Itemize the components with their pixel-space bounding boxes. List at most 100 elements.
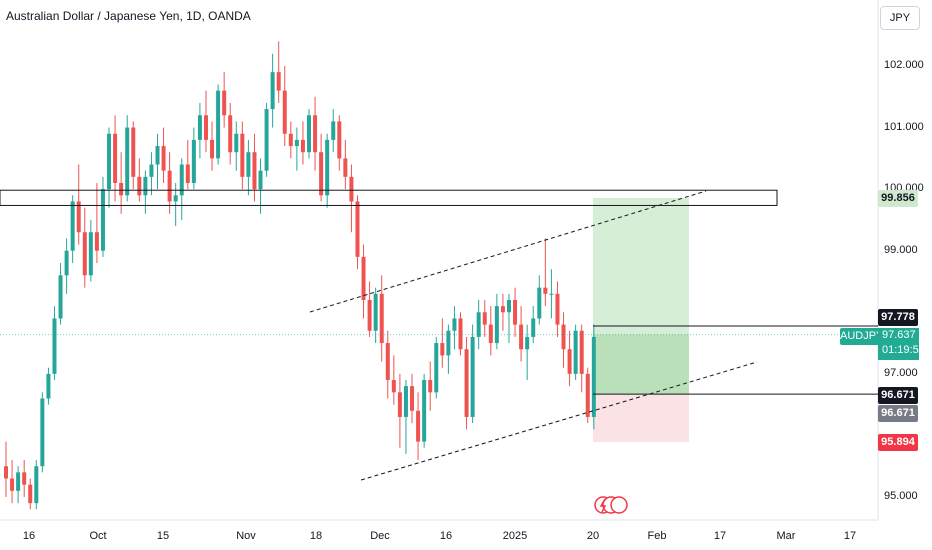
candle-body [410, 386, 415, 411]
candle-body [300, 139, 305, 153]
candle-body [64, 250, 69, 276]
candle-body [506, 299, 511, 313]
candle-body [288, 133, 293, 147]
candle-body [46, 373, 51, 399]
candle-body [22, 472, 27, 485]
entry-top-price-tag: 97.778 [878, 309, 918, 326]
candle-body [500, 306, 505, 313]
bar-countdown: 01:19:55 [882, 344, 925, 356]
candle-body [276, 72, 281, 91]
candle-body [167, 170, 172, 202]
last-price-tag: 97.637 01:19:55 [878, 328, 925, 360]
time-axis-label: Nov [236, 530, 256, 542]
candle-body [173, 195, 178, 202]
candle-body [155, 146, 160, 165]
price-axis-label: 97.000 [884, 366, 918, 379]
price-axis-label: 102.000 [884, 59, 924, 71]
candle-body [470, 336, 475, 417]
candle-body [397, 392, 402, 417]
symbol-price-tag: AUDJPY [840, 328, 883, 345]
candle-body [573, 330, 578, 374]
candle-body [458, 318, 463, 350]
time-axis-label: 16 [22, 530, 36, 542]
candle-body [403, 386, 408, 417]
candle-body [4, 466, 8, 479]
candle-body [543, 287, 548, 294]
candle-body [379, 293, 384, 344]
candle-body [246, 152, 251, 177]
lightning-icon [599, 498, 607, 513]
candle-body [228, 115, 233, 153]
candle-body [337, 121, 342, 159]
candle-body [331, 121, 336, 140]
candle-body [161, 146, 166, 171]
event-markers [594, 496, 628, 514]
candle-body [137, 176, 142, 196]
currency-button[interactable]: JPY [880, 6, 920, 30]
entry-price-tag: 96.671 [878, 387, 918, 404]
candle-body [28, 484, 33, 504]
candle-body [555, 293, 560, 325]
candle-body [343, 158, 348, 177]
candle-body [191, 139, 196, 183]
candle-body [179, 164, 184, 196]
entry-grey-price-tag: 96.671 [878, 405, 918, 422]
candle-body [210, 139, 215, 159]
candle-body [591, 336, 596, 417]
candle-body [240, 133, 245, 177]
candle-body [125, 127, 130, 196]
candle-body [70, 201, 75, 251]
candle-body [373, 293, 378, 331]
price-axis-label: 99.000 [884, 243, 918, 256]
candle-body [525, 336, 530, 350]
candle-body [216, 90, 221, 159]
channel-upper-line [309, 190, 707, 313]
candle-body [428, 380, 433, 393]
time-axis-label: 18 [309, 530, 323, 542]
candle-body [252, 152, 257, 190]
candle-body [94, 232, 99, 251]
candle-body [149, 164, 154, 177]
candle-body [349, 176, 354, 202]
candle-body [282, 90, 287, 134]
candle-body [185, 164, 190, 183]
candle-body [34, 466, 39, 504]
stop-price-tag: 95.894 [878, 434, 918, 451]
price-axis-label: 101.000 [884, 120, 924, 133]
candle-body [579, 330, 584, 374]
candle-body [197, 115, 202, 140]
candle-body [488, 324, 493, 344]
position-zones [593, 198, 689, 442]
resistance-zone-box [0, 189, 778, 206]
price-axis-label: 95.000 [884, 489, 918, 502]
candle-body [549, 293, 554, 295]
candle-body [325, 139, 330, 196]
candle-body [113, 133, 118, 183]
candle-body [100, 189, 105, 251]
candle-body [361, 256, 366, 300]
channel-lower-line [360, 361, 758, 481]
candle-body [294, 139, 299, 147]
candle-body [367, 299, 372, 331]
candle-body [482, 312, 487, 325]
candle-body [464, 349, 469, 417]
candle-body [52, 318, 57, 374]
time-axis-label: Feb [647, 530, 667, 542]
candle-body [76, 201, 81, 233]
candle-body [234, 133, 239, 153]
candle-body [531, 318, 536, 337]
candle-body [537, 287, 542, 319]
time-axis-label: Oct [89, 530, 107, 542]
drawings [0, 189, 878, 481]
candle-body [561, 324, 566, 350]
candle-body [319, 152, 324, 196]
candle-body [513, 299, 518, 325]
time-axis-label: 15 [156, 530, 170, 542]
candle-body [10, 478, 15, 491]
candle-body [476, 312, 481, 337]
candle-body [222, 90, 227, 116]
candle-body [40, 398, 45, 467]
time-axis-label: Dec [370, 530, 390, 542]
candle-body [440, 343, 445, 356]
